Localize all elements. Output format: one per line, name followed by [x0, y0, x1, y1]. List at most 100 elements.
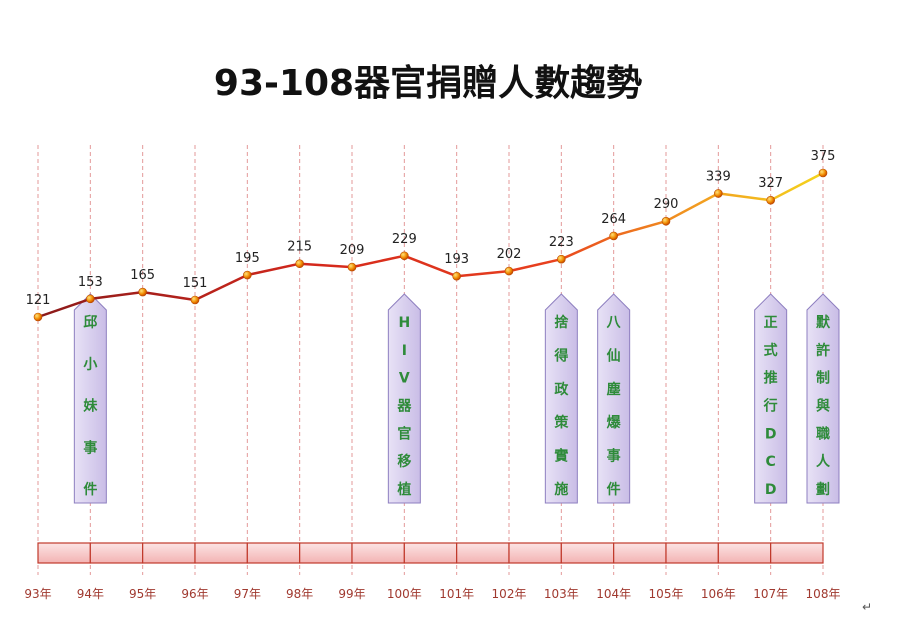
x-tick-label: 102年: [492, 587, 527, 601]
data-point: [714, 189, 723, 198]
annotation-char: 塵: [607, 381, 621, 398]
data-label: 339: [706, 169, 731, 184]
data-label: 121: [26, 293, 51, 308]
data-label: 264: [601, 212, 626, 227]
bottom-band: [37, 542, 824, 564]
data-point: [609, 231, 618, 241]
annotation-char: 政: [554, 381, 569, 398]
data-points: [33, 168, 828, 322]
band-segment: [717, 542, 772, 564]
x-tick-label: 104年: [596, 587, 631, 601]
annotation-char: 捨: [554, 314, 569, 331]
data-label: 223: [549, 235, 574, 250]
annotation-char: C: [766, 454, 776, 470]
band-segment: [665, 542, 719, 564]
x-tick-label: 108年: [806, 587, 841, 601]
annotation-char: 式: [764, 342, 778, 359]
band-segment: [89, 542, 144, 564]
data-label: 195: [235, 251, 260, 266]
data-point: [243, 270, 252, 280]
data-point: [452, 271, 461, 281]
x-tick-label: 105年: [649, 587, 684, 601]
annotation-char: 爆: [607, 414, 622, 431]
annotation-char: 策: [553, 414, 569, 431]
data-label: 375: [811, 149, 836, 164]
annotation-char: 推: [764, 370, 778, 387]
x-tick-label: 97年: [234, 587, 261, 601]
data-point: [818, 168, 828, 178]
data-point: [33, 312, 43, 322]
x-tick-label: 96年: [181, 587, 208, 601]
annotation-char: 行: [763, 398, 778, 415]
annotation-char: 人: [816, 453, 831, 470]
data-point: [138, 287, 147, 297]
annotation-char: D: [765, 426, 777, 442]
annotation-char: 移: [397, 453, 411, 470]
x-tick-label: 94年: [77, 587, 104, 601]
series-line-path: [37, 171, 824, 319]
band-segment: [770, 542, 824, 564]
band-segment: [613, 542, 667, 564]
data-label: 202: [497, 247, 522, 262]
annotation-char: 器: [396, 399, 412, 415]
x-tick-label: 100年: [387, 587, 422, 601]
data-labels: 121 153 165 151 195 215 209 229 193 202 223 264 290 3…: [26, 149, 836, 308]
annotation-char: 八: [606, 315, 622, 331]
annotation-char: 件: [607, 481, 621, 498]
band-segment: [403, 542, 458, 564]
band-segment: [37, 542, 91, 564]
x-tick-label: 107年: [753, 587, 788, 601]
data-label: 215: [287, 240, 312, 255]
annotation-char: 施: [554, 481, 568, 498]
annotation-char: V: [399, 371, 410, 387]
data-label: 290: [654, 197, 679, 212]
annotation-char: H: [398, 315, 410, 331]
annotation-char: 件: [83, 481, 97, 498]
data-point: [86, 294, 95, 304]
data-point: [190, 295, 200, 305]
data-label: 151: [183, 276, 208, 291]
data-point: [557, 254, 566, 264]
annotation-char: 妹: [82, 398, 98, 415]
annotation-char: 仙: [607, 347, 621, 364]
annotation-char: 事: [607, 448, 621, 465]
x-tick-label: 99年: [338, 587, 365, 601]
annotation-char: 許: [816, 342, 830, 359]
annotation-char: 正: [764, 315, 778, 331]
data-point: [766, 195, 775, 205]
x-tick-label: 106年: [701, 587, 736, 601]
data-point: [400, 251, 409, 261]
data-point: [347, 262, 357, 272]
annotation-char: 小: [83, 357, 97, 373]
annotation-char: 邱: [83, 315, 97, 331]
data-label: 229: [392, 232, 417, 247]
grid-lines: [37, 145, 824, 575]
band-segment: [194, 542, 248, 564]
annotation-char: 得: [553, 347, 568, 364]
x-tick-label: 101年: [439, 587, 474, 601]
data-point: [661, 216, 671, 226]
annotation-char: D: [765, 482, 777, 498]
data-label: 193: [444, 252, 469, 267]
x-tick-label: 95年: [129, 587, 156, 601]
data-label: 153: [78, 275, 103, 290]
band-segment: [299, 542, 353, 564]
annotation-char: 官: [397, 425, 411, 442]
annotation-char: 事: [83, 439, 97, 456]
annotation-char: 與: [816, 398, 830, 415]
band-segment: [142, 542, 196, 564]
page-mark: ↵: [862, 600, 872, 614]
band-segment: [246, 542, 301, 564]
band-segment: [456, 542, 510, 564]
band-segment: [351, 542, 405, 564]
band-segment: [560, 542, 615, 564]
annotation-char: 默: [816, 315, 831, 331]
data-label: 165: [130, 268, 155, 283]
